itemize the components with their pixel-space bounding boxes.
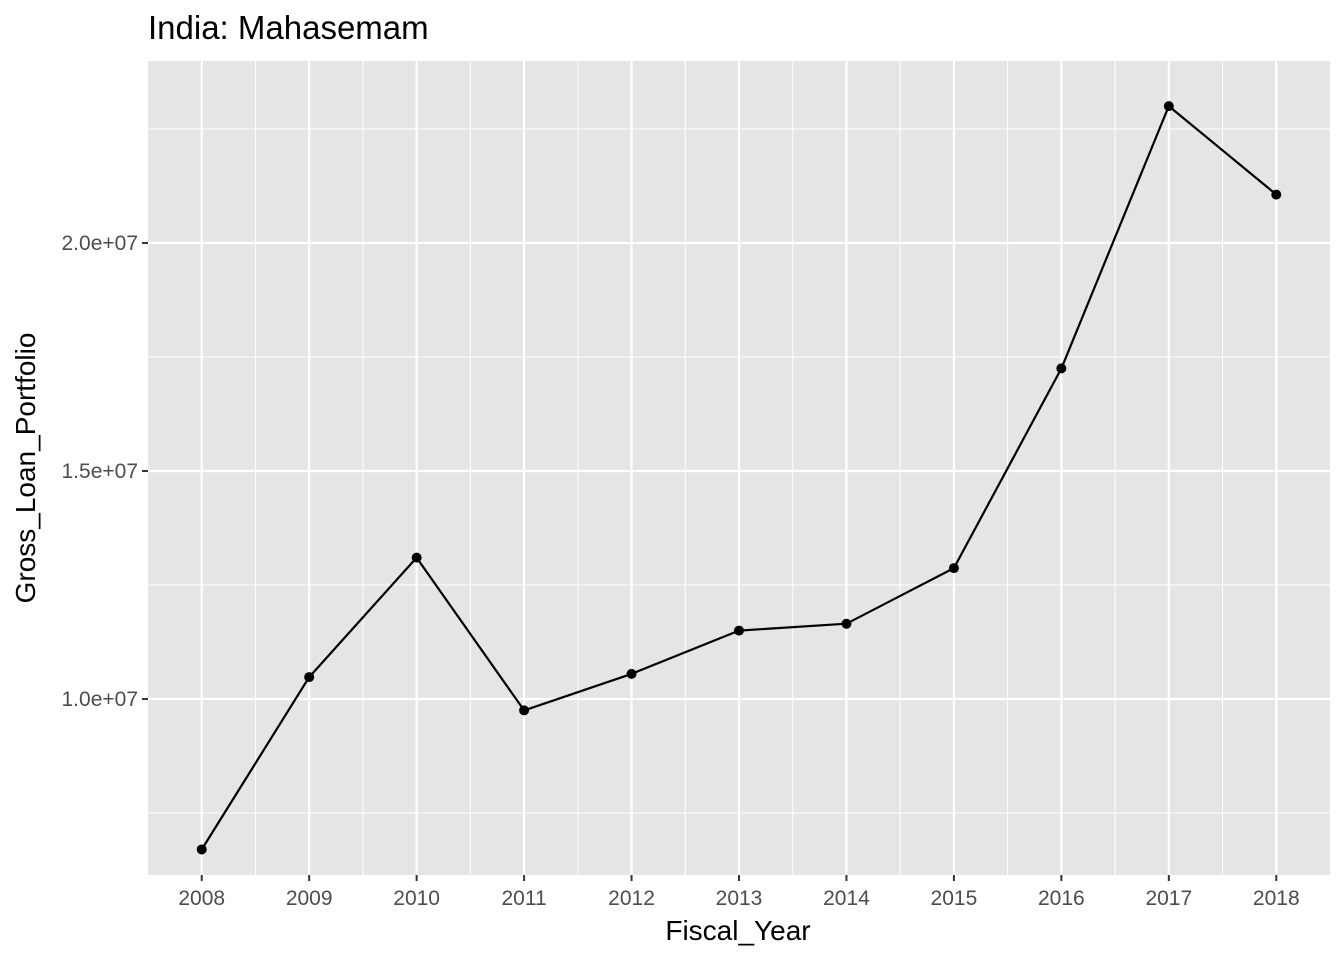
grid-lines — [148, 61, 1330, 875]
y-axis-title: Gross_Loan_Portfolio — [10, 333, 41, 604]
data-point — [411, 552, 422, 563]
data-point — [196, 844, 207, 855]
y-tick-label: 2.0e+07 — [62, 232, 139, 255]
x-tick-label: 2018 — [1253, 887, 1300, 910]
x-tick-label: 2013 — [716, 887, 763, 910]
data-point — [304, 672, 315, 683]
x-tick-label: 2014 — [823, 887, 870, 910]
data-point — [841, 618, 852, 629]
y-tick-label: 1.5e+07 — [62, 460, 139, 483]
data-point — [1056, 363, 1067, 374]
x-axis-title: Fiscal_Year — [665, 915, 810, 946]
data-point — [948, 563, 959, 574]
x-tick-label: 2010 — [393, 887, 440, 910]
x-tick-label: 2012 — [608, 887, 655, 910]
x-tick-label: 2017 — [1145, 887, 1192, 910]
data-point — [626, 668, 637, 679]
x-tick-label: 2009 — [286, 887, 333, 910]
x-axis: 2008 2009 2010 2011 2012 2013 2014 2015 2016 2017… — [178, 875, 1300, 910]
data-point — [734, 625, 744, 636]
data-point — [1271, 189, 1282, 200]
y-axis: 1.0e+07 1.5e+07 2.0e+07 — [62, 232, 148, 711]
data-point — [519, 705, 530, 716]
x-tick-label: 2015 — [931, 887, 978, 910]
x-tick-label: 2016 — [1038, 887, 1085, 910]
series-layer — [196, 101, 1282, 855]
x-tick-label: 2011 — [502, 887, 547, 910]
x-tick-label: 2008 — [178, 887, 225, 910]
chart-title: India: Mahasemam — [148, 9, 429, 46]
y-tick-label: 1.0e+07 — [62, 688, 139, 711]
data-point — [1163, 101, 1174, 112]
